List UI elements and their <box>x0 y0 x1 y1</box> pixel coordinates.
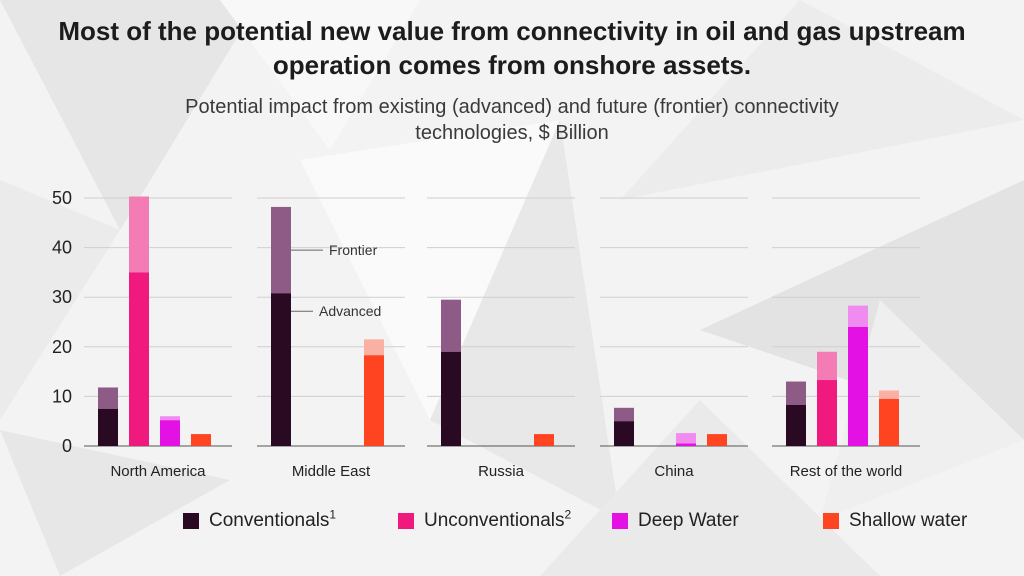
bar-frontier-conventionals <box>786 381 806 405</box>
y-tick-label: 40 <box>52 238 72 258</box>
legend-footnote-marker: 2 <box>564 507 572 522</box>
bar-frontier-deep_water <box>848 305 868 327</box>
bar-advanced-unconventionals <box>817 380 837 446</box>
legend-label: Deep Water <box>638 510 739 531</box>
y-tick-label: 20 <box>52 337 72 357</box>
y-tick-label: 10 <box>52 386 72 406</box>
chart-title: Most of the potential new value from con… <box>58 16 966 80</box>
y-tick-label: 0 <box>62 436 72 456</box>
bar-advanced-conventionals <box>441 351 461 446</box>
bar-frontier-shallow_water <box>879 390 899 399</box>
bar-advanced-deep_water <box>160 420 180 446</box>
bar-advanced-unconventionals <box>129 272 149 446</box>
legend-swatch <box>183 513 199 529</box>
legend-footnote-marker: 1 <box>329 507 337 522</box>
bar-advanced-conventionals <box>98 408 118 446</box>
legend: Conventionals1 Unconventionals2 Deep Water… <box>0 506 1024 536</box>
bar-frontier-unconventionals <box>129 196 149 273</box>
legend-label: Conventionals1 <box>209 507 337 531</box>
bar-advanced-conventionals <box>786 404 806 446</box>
category-label: Russia <box>478 463 525 480</box>
bar-advanced-shallow_water <box>364 355 384 446</box>
y-tick-label: 30 <box>52 287 72 307</box>
bar-frontier-conventionals <box>271 206 291 294</box>
legend-label: Unconventionals2 <box>424 507 572 531</box>
category-label: China <box>654 463 694 480</box>
legend-label: Shallow water <box>849 510 968 531</box>
legend-swatch <box>398 513 414 529</box>
y-tick-label: 50 <box>52 188 72 208</box>
legend-swatch <box>612 513 628 529</box>
legend-item: Conventionals1 <box>183 506 336 536</box>
chart-subtitle: Potential impact from existing (advanced… <box>185 96 839 144</box>
legend-swatch <box>823 513 839 529</box>
legend-item: Unconventionals2 <box>398 506 571 536</box>
legend-item: Shallow water <box>823 506 967 536</box>
bar-advanced-shallow_water <box>879 398 899 446</box>
bar-frontier-deep_water <box>160 416 180 421</box>
bar-frontier-conventionals <box>441 299 461 352</box>
bar-advanced-shallow_water <box>191 434 211 446</box>
legend-item: Deep Water <box>612 506 739 536</box>
bar-advanced-shallow_water <box>707 434 727 446</box>
advanced-annotation: Advanced <box>319 303 381 319</box>
frontier-annotation: Frontier <box>329 242 378 258</box>
bar-advanced-conventionals <box>614 421 634 446</box>
bar-advanced-deep_water <box>848 326 868 446</box>
bar-frontier-unconventionals <box>817 351 837 381</box>
bar-advanced-conventionals <box>271 293 291 446</box>
bar-frontier-shallow_water <box>364 339 384 356</box>
bar-advanced-shallow_water <box>534 434 554 446</box>
category-label: Middle East <box>292 463 371 480</box>
bar-advanced-deep_water <box>676 443 696 446</box>
bar-frontier-deep_water <box>676 433 696 444</box>
category-label: North America <box>110 463 206 480</box>
bar-frontier-conventionals <box>98 387 118 409</box>
category-label: Rest of the world <box>790 463 903 480</box>
bar-frontier-conventionals <box>614 407 634 422</box>
